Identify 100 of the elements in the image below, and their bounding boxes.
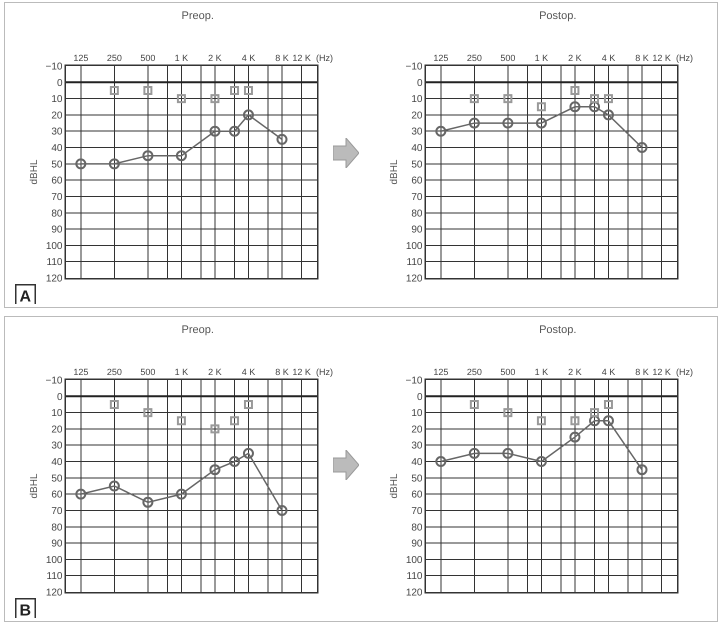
- y-tick-label: 30: [51, 126, 63, 138]
- y-tick-label: 50: [411, 473, 423, 484]
- y-tick-label: 0: [56, 392, 63, 403]
- x-tick-label: 250: [466, 52, 482, 63]
- y-tick-label: 100: [406, 240, 423, 252]
- x-tick-label: 1 K: [534, 52, 548, 63]
- y-tick-label: 60: [51, 176, 63, 187]
- y-axis-title: dBHL: [28, 473, 40, 499]
- y-tick-label: 90: [411, 224, 423, 236]
- y-tick-label: 50: [51, 159, 63, 170]
- y-tick-label: −10: [46, 62, 63, 72]
- x-tick-label: 125: [73, 366, 88, 377]
- x-tick-label: 2 K: [568, 52, 582, 63]
- x-axis-title: (Hz): [316, 367, 333, 377]
- x-tick-label: 1 K: [534, 366, 548, 377]
- y-axis-title: dBHL: [388, 159, 400, 185]
- y-tick-label: 20: [51, 110, 63, 122]
- y-tick-label: 0: [56, 78, 63, 89]
- x-tick-label: 8 K: [275, 366, 289, 377]
- y-axis-title: dBHL: [388, 473, 400, 499]
- x-tick-label: 125: [73, 52, 88, 63]
- y-tick-label: 40: [51, 457, 63, 468]
- y-tick-label: 20: [411, 110, 423, 122]
- y-tick-label: −10: [406, 62, 423, 72]
- chart-title: Postop.: [539, 10, 576, 22]
- x-tick-label: 4 K: [602, 366, 616, 377]
- x-tick-label: 12 K: [292, 52, 311, 63]
- x-tick-label: 2 K: [208, 366, 222, 377]
- y-tick-label: 60: [51, 490, 63, 501]
- y-tick-label: 110: [406, 257, 423, 268]
- y-tick-label: 80: [411, 208, 423, 220]
- y-tick-label: 100: [406, 554, 423, 566]
- y-tick-label: 80: [411, 522, 423, 534]
- y-tick-label: 120: [406, 588, 423, 598]
- y-tick-label: 30: [51, 440, 63, 452]
- y-tick-label: 90: [51, 224, 63, 236]
- chart-title: Preop.: [182, 10, 214, 22]
- x-tick-label: 4 K: [602, 52, 616, 63]
- x-tick-label: 250: [106, 52, 122, 63]
- y-tick-label: 120: [406, 274, 423, 284]
- y-tick-label: 10: [411, 408, 423, 420]
- y-tick-label: 20: [51, 424, 63, 436]
- x-tick-label: 500: [140, 52, 156, 63]
- text: A: [20, 288, 32, 306]
- y-tick-label: 120: [46, 588, 63, 598]
- y-tick-label: 40: [51, 143, 63, 154]
- x-tick-label: 125: [433, 366, 448, 377]
- text: B: [20, 602, 32, 620]
- x-tick-label: 12 K: [652, 366, 671, 377]
- x-tick-label: 1 K: [174, 52, 188, 63]
- x-tick-label: 4 K: [242, 52, 256, 63]
- y-tick-label: 30: [411, 440, 423, 452]
- x-tick-label: 250: [106, 366, 122, 377]
- y-tick-label: 70: [51, 192, 63, 203]
- y-tick-label: 0: [416, 392, 423, 403]
- y-tick-label: 10: [411, 94, 423, 106]
- y-tick-label: 80: [51, 522, 63, 534]
- y-tick-label: 70: [411, 506, 423, 517]
- y-tick-label: 60: [411, 176, 423, 187]
- x-tick-label: 2 K: [568, 366, 582, 377]
- y-tick-label: 110: [406, 571, 423, 582]
- x-tick-label: 125: [433, 52, 448, 63]
- y-tick-label: 70: [411, 192, 423, 203]
- x-tick-label: 500: [500, 52, 516, 63]
- y-tick-label: 20: [411, 424, 423, 436]
- x-tick-label: 250: [466, 366, 482, 377]
- x-tick-label: 8 K: [635, 366, 649, 377]
- x-axis-title: (Hz): [676, 367, 693, 377]
- y-tick-label: 120: [46, 274, 63, 284]
- y-tick-label: 10: [51, 94, 63, 106]
- y-tick-label: 50: [411, 159, 423, 170]
- y-axis-title: dBHL: [28, 159, 40, 185]
- y-tick-label: 0: [416, 78, 423, 89]
- y-tick-label: 110: [46, 571, 63, 582]
- y-tick-label: 90: [411, 538, 423, 550]
- y-tick-label: 10: [51, 408, 63, 420]
- x-axis-title: (Hz): [316, 53, 333, 63]
- y-tick-label: 40: [411, 143, 423, 154]
- y-tick-label: 80: [51, 208, 63, 220]
- x-tick-label: 12 K: [292, 366, 311, 377]
- x-tick-label: 1 K: [174, 366, 188, 377]
- y-tick-label: 30: [411, 126, 423, 138]
- x-tick-label: 2 K: [208, 52, 222, 63]
- x-tick-label: 500: [500, 366, 516, 377]
- chart-title: Postop.: [539, 324, 576, 336]
- x-tick-label: 8 K: [275, 52, 289, 63]
- x-tick-label: 500: [140, 366, 156, 377]
- y-tick-label: 100: [46, 240, 63, 252]
- y-tick-label: 50: [51, 473, 63, 484]
- x-tick-label: 8 K: [635, 52, 649, 63]
- chart-title: Preop.: [182, 324, 214, 336]
- x-tick-label: 4 K: [242, 366, 256, 377]
- y-tick-label: 100: [46, 554, 63, 566]
- y-tick-label: −10: [406, 376, 423, 386]
- y-tick-label: −10: [46, 376, 63, 386]
- y-tick-label: 40: [411, 457, 423, 468]
- x-tick-label: 12 K: [652, 52, 671, 63]
- y-tick-label: 110: [46, 257, 63, 268]
- x-axis-title: (Hz): [676, 53, 693, 63]
- y-tick-label: 70: [51, 506, 63, 517]
